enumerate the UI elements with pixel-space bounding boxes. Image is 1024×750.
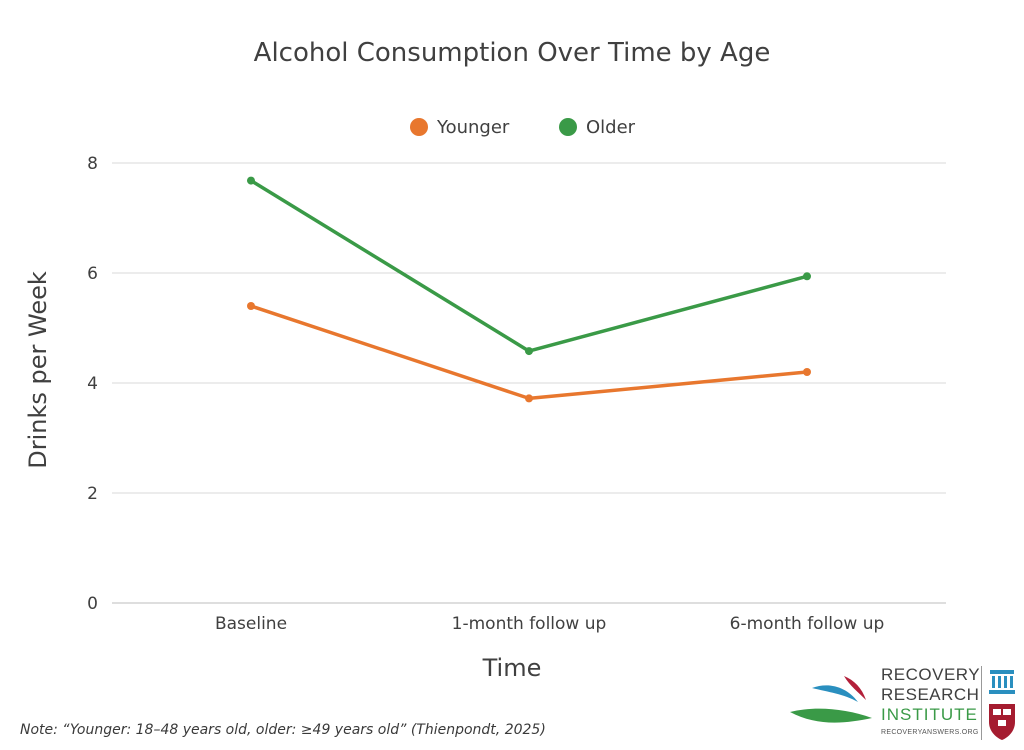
y-axis-title: Drinks per Week [24, 271, 52, 469]
shield-crest-icon [989, 704, 1015, 740]
legend-marker-younger [410, 118, 428, 136]
x-tick-label: Baseline [215, 614, 287, 634]
y-tick-label: 2 [87, 484, 98, 504]
x-tick-label: 1-month follow up [452, 614, 607, 634]
legend-label-younger: Younger [436, 117, 510, 138]
footnote: Note: “Younger: 18–48 years old, older: … [20, 722, 546, 738]
data-point-younger [247, 302, 255, 310]
data-point-older [247, 176, 255, 185]
logo-line-3: INSTITUTE [881, 705, 978, 724]
legend-marker-older [559, 118, 577, 136]
data-point-older [525, 347, 533, 356]
y-tick-label: 0 [87, 594, 98, 614]
logo-text: RECOVERY RESEARCH INSTITUTE RECOVERYANSW… [881, 666, 980, 736]
legend-label-older: Older [586, 117, 636, 138]
series-line-older [249, 178, 809, 353]
y-tick-label: 8 [87, 154, 98, 174]
swoosh-emblem-icon [790, 676, 872, 723]
data-point-older [803, 272, 811, 281]
logo-line-2: RESEARCH [881, 685, 980, 704]
logo-divider [981, 666, 982, 740]
chart-title: Alcohol Consumption Over Time by Age [254, 38, 771, 68]
logo-line-1: RECOVERY [881, 665, 981, 684]
x-tick-label: 6-month follow up [730, 614, 885, 634]
data-point-younger [525, 394, 533, 403]
building-icon [989, 670, 1015, 694]
logo-url: RECOVERYANSWERS.ORG [881, 729, 979, 736]
y-tick-label: 4 [87, 374, 98, 394]
x-axis-title: Time [482, 654, 542, 682]
data-point-younger [803, 368, 811, 376]
y-tick-label: 6 [87, 264, 98, 284]
recovery-research-institute-logo: RECOVERY RESEARCH INSTITUTE RECOVERYANSW… [788, 662, 1024, 750]
